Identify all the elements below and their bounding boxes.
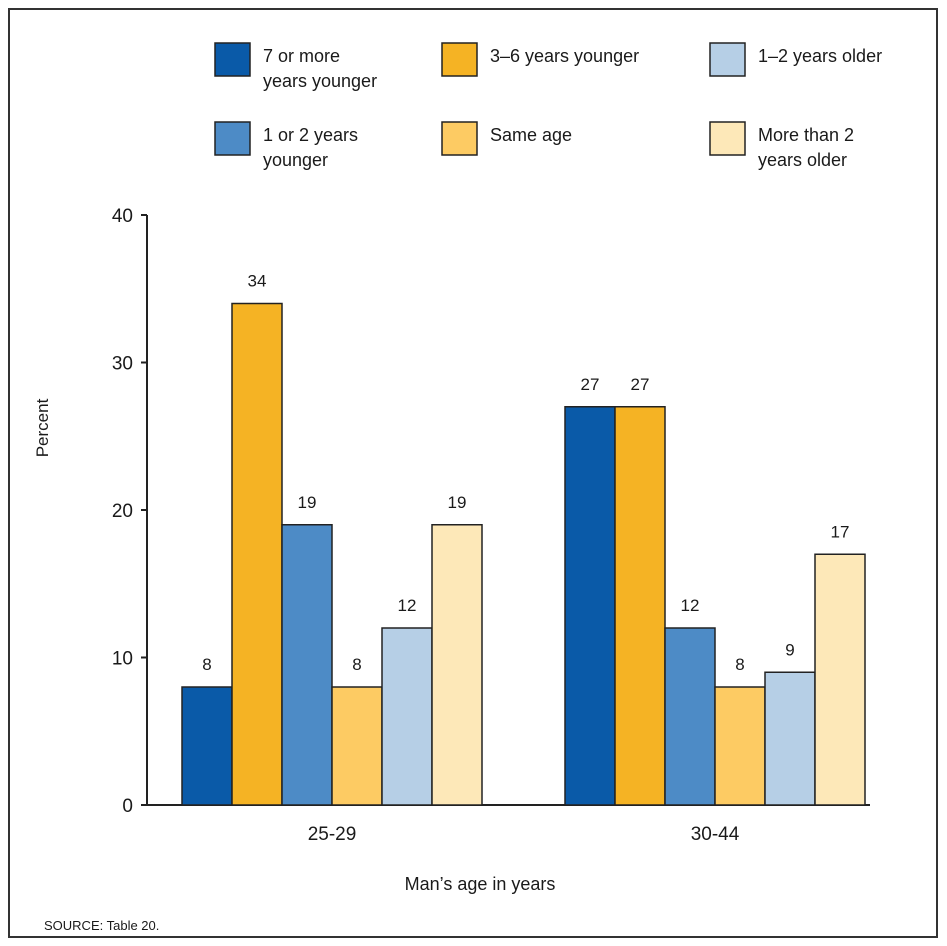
source-note: SOURCE: Table 20.	[44, 918, 160, 933]
bar-value-label: 19	[298, 493, 317, 512]
legend-label: 3–6 years younger	[490, 46, 639, 66]
bar-value-label: 17	[831, 522, 850, 541]
bar-value-label: 8	[202, 655, 211, 674]
x-tick-label: 25-29	[308, 824, 357, 845]
legend-label: 1–2 years older	[758, 46, 882, 66]
legend-swatch	[441, 121, 478, 156]
bar-value-label: 9	[785, 640, 794, 659]
bar-value-label: 34	[248, 272, 267, 291]
bar-25-29-series-5	[381, 627, 433, 806]
legend-label: Same age	[490, 125, 572, 145]
legend-swatch	[214, 121, 251, 156]
bar-30-44-series-2	[614, 406, 666, 806]
y-axis-label: Percent	[33, 398, 52, 457]
bar-30-44-series-3	[664, 627, 716, 806]
bar-30-44-series-6	[814, 553, 866, 806]
legend-label: 1 or 2 years	[263, 125, 358, 145]
legend-swatch	[709, 42, 746, 77]
y-tick-label: 0	[122, 796, 133, 817]
bar-25-29-series-3	[281, 524, 333, 806]
legend-label: years older	[758, 150, 847, 170]
bar-25-29-series-4	[331, 686, 383, 806]
legend-label: More than 2	[758, 125, 854, 145]
bar-value-label: 27	[631, 375, 650, 394]
bar-30-44-series-4	[714, 686, 766, 806]
bar-30-44-series-5	[764, 671, 816, 806]
bar-30-44-series-1	[564, 406, 616, 806]
bar-value-label: 8	[735, 655, 744, 674]
y-tick-label: 20	[112, 501, 133, 522]
legend: 7 or more years younger 3–6 years younger 1…	[214, 42, 882, 170]
y-tick-label: 10	[112, 649, 133, 670]
bar-value-label: 12	[681, 596, 700, 615]
bar-value-label: 19	[448, 493, 467, 512]
legend-swatch	[441, 42, 478, 77]
legend-label: years younger	[263, 71, 377, 91]
bar-25-29-series-2	[231, 302, 283, 806]
bar-25-29-series-1	[181, 686, 233, 806]
bars: 8 34 19 8 12 19 27 27 12 8 9 17	[181, 272, 866, 806]
y-tick-label: 40	[112, 206, 133, 227]
x-axis-label: Man’s age in years	[405, 874, 556, 894]
legend-label: younger	[263, 150, 328, 170]
bar-value-label: 27	[581, 375, 600, 394]
chart-frame: 7 or more years younger 3–6 years younger 1…	[8, 8, 938, 938]
bar-value-label: 12	[398, 596, 417, 615]
bar-chart: 7 or more years younger 3–6 years younger 1…	[33, 42, 882, 894]
y-tick-label: 30	[112, 354, 133, 375]
legend-label: 7 or more	[263, 46, 340, 66]
legend-swatch	[709, 121, 746, 156]
bar-25-29-series-6	[431, 524, 483, 806]
legend-swatch	[214, 42, 251, 77]
bar-value-label: 8	[352, 655, 361, 674]
x-tick-label: 30-44	[691, 824, 740, 845]
